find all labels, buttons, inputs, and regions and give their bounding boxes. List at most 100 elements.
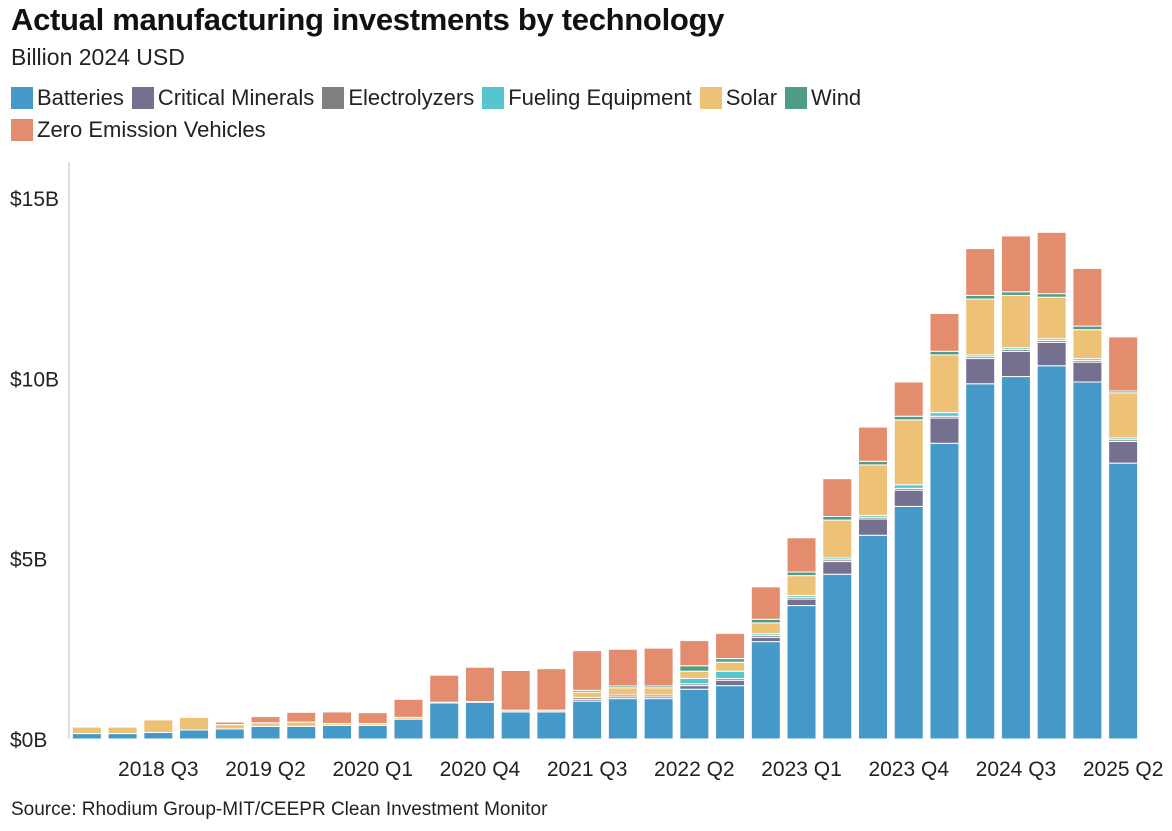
x-tick-label: 2023 Q1: [761, 758, 842, 781]
legend-item[interactable]: Electrolyzers: [322, 85, 474, 110]
bar-segment: [750, 618, 781, 624]
bar-segment: [679, 665, 710, 672]
bar-stack: [643, 647, 674, 740]
bar-segment: [107, 733, 138, 740]
bar-stack: [822, 478, 853, 740]
bar-segment: [858, 518, 888, 536]
bar-segment: [607, 698, 638, 740]
bar-segment: [143, 732, 174, 740]
bar-segment: [893, 381, 924, 417]
bar-stack: [143, 719, 174, 740]
legend-swatch: [785, 87, 808, 109]
bar-segment: [179, 716, 210, 731]
bar-segment: [965, 383, 996, 740]
bar-segment: [643, 687, 674, 696]
legend-label: Batteries: [37, 85, 124, 110]
bar-stack: [858, 426, 888, 740]
legend-label: Wind: [811, 85, 862, 110]
bar-stack: [250, 716, 281, 740]
bar-stack: [322, 711, 352, 740]
bar-segment: [786, 571, 817, 577]
legend-swatch: [482, 87, 505, 109]
legend-swatch: [699, 87, 722, 109]
stacked-bar-chart: $0B $5B $10B $15B 2018 Q3 2019 Q2 2020 Q1 2020 …: [10, 162, 1164, 781]
legend-item[interactable]: Wind: [785, 85, 862, 110]
bar-stack: [214, 721, 245, 740]
legend-item[interactable]: Fueling Equipment: [482, 85, 692, 110]
bar-stack: [393, 698, 424, 740]
bar-segment: [393, 698, 424, 718]
bar-segment: [893, 484, 924, 489]
bar-segment: [893, 415, 924, 421]
bar-segment: [357, 712, 388, 724]
bar-segment: [71, 726, 102, 735]
legend-swatch: [11, 87, 33, 109]
bar-segment: [715, 632, 746, 660]
bar-segment: [214, 721, 245, 726]
bar-segment: [572, 650, 603, 691]
bar-segment: [858, 460, 888, 466]
bar-segment: [715, 679, 746, 687]
y-tick-label: $0B: [10, 729, 47, 752]
bar-segment: [679, 685, 710, 690]
bar-segment: [715, 658, 746, 663]
x-tick-label: 2020 Q1: [332, 758, 413, 781]
bar-segment: [572, 691, 603, 699]
x-tick-label: 2021 Q3: [547, 758, 628, 781]
bar-segment: [929, 312, 960, 352]
bar-segment: [965, 298, 996, 356]
x-tick-label: 2018 Q3: [118, 758, 199, 781]
legend-item[interactable]: Solar: [699, 85, 778, 110]
bar-segment: [1036, 231, 1067, 295]
bar-segment: [786, 598, 817, 607]
bar-segment: [822, 515, 853, 521]
legend-item[interactable]: Batteries: [11, 85, 124, 110]
bar-segment: [1108, 336, 1139, 392]
bar-segment: [643, 647, 674, 687]
legend-label: Zero Emission Vehicles: [37, 117, 266, 142]
bar-segment: [572, 700, 603, 740]
legend-item[interactable]: Critical Minerals: [131, 85, 314, 110]
legend-swatch: [322, 87, 345, 109]
bar-segment: [750, 622, 781, 635]
legend-item[interactable]: Zero Emission Vehicles: [11, 117, 266, 142]
bar-stack: [429, 674, 460, 740]
bar-segment: [858, 464, 888, 516]
bar-segment: [357, 724, 388, 740]
bar-segment: [143, 719, 174, 734]
bar-segment: [679, 670, 710, 679]
bar-segment: [822, 519, 853, 559]
bar-stack: [679, 640, 710, 740]
bar-segment: [536, 711, 567, 740]
bar-stack: [107, 726, 138, 740]
bar-segment: [464, 701, 495, 740]
legend-label: Solar: [725, 85, 778, 110]
bar-stack: [286, 711, 317, 740]
bar-segment: [1072, 381, 1103, 740]
bar-segment: [1000, 291, 1031, 296]
bar-segment: [929, 412, 960, 417]
bar-segment: [322, 724, 352, 740]
bar-stack: [1036, 231, 1067, 740]
bar-segment: [286, 721, 317, 727]
bar-segment: [1036, 293, 1067, 298]
bar-stack: [357, 712, 388, 740]
bar-segment: [286, 725, 317, 740]
bar-stack: [179, 715, 210, 740]
x-tick-label: 2023 Q4: [868, 758, 949, 781]
bar-segment: [500, 711, 531, 740]
bar-stack: [929, 312, 960, 740]
bar-segment: [1000, 350, 1031, 378]
x-tick-label: 2025 Q2: [1083, 758, 1164, 781]
bar-segment: [250, 716, 281, 724]
x-tick-label: 2024 Q3: [976, 758, 1057, 781]
bar-segment: [429, 702, 460, 740]
bar-segment: [715, 670, 746, 679]
bar-segment: [822, 478, 853, 517]
bar-segment: [858, 426, 888, 462]
bar-segment: [107, 726, 138, 735]
bar-stack: [715, 632, 746, 740]
bar-stack: [607, 648, 638, 740]
bar-stack: [71, 726, 102, 740]
bar-segment: [786, 605, 817, 740]
